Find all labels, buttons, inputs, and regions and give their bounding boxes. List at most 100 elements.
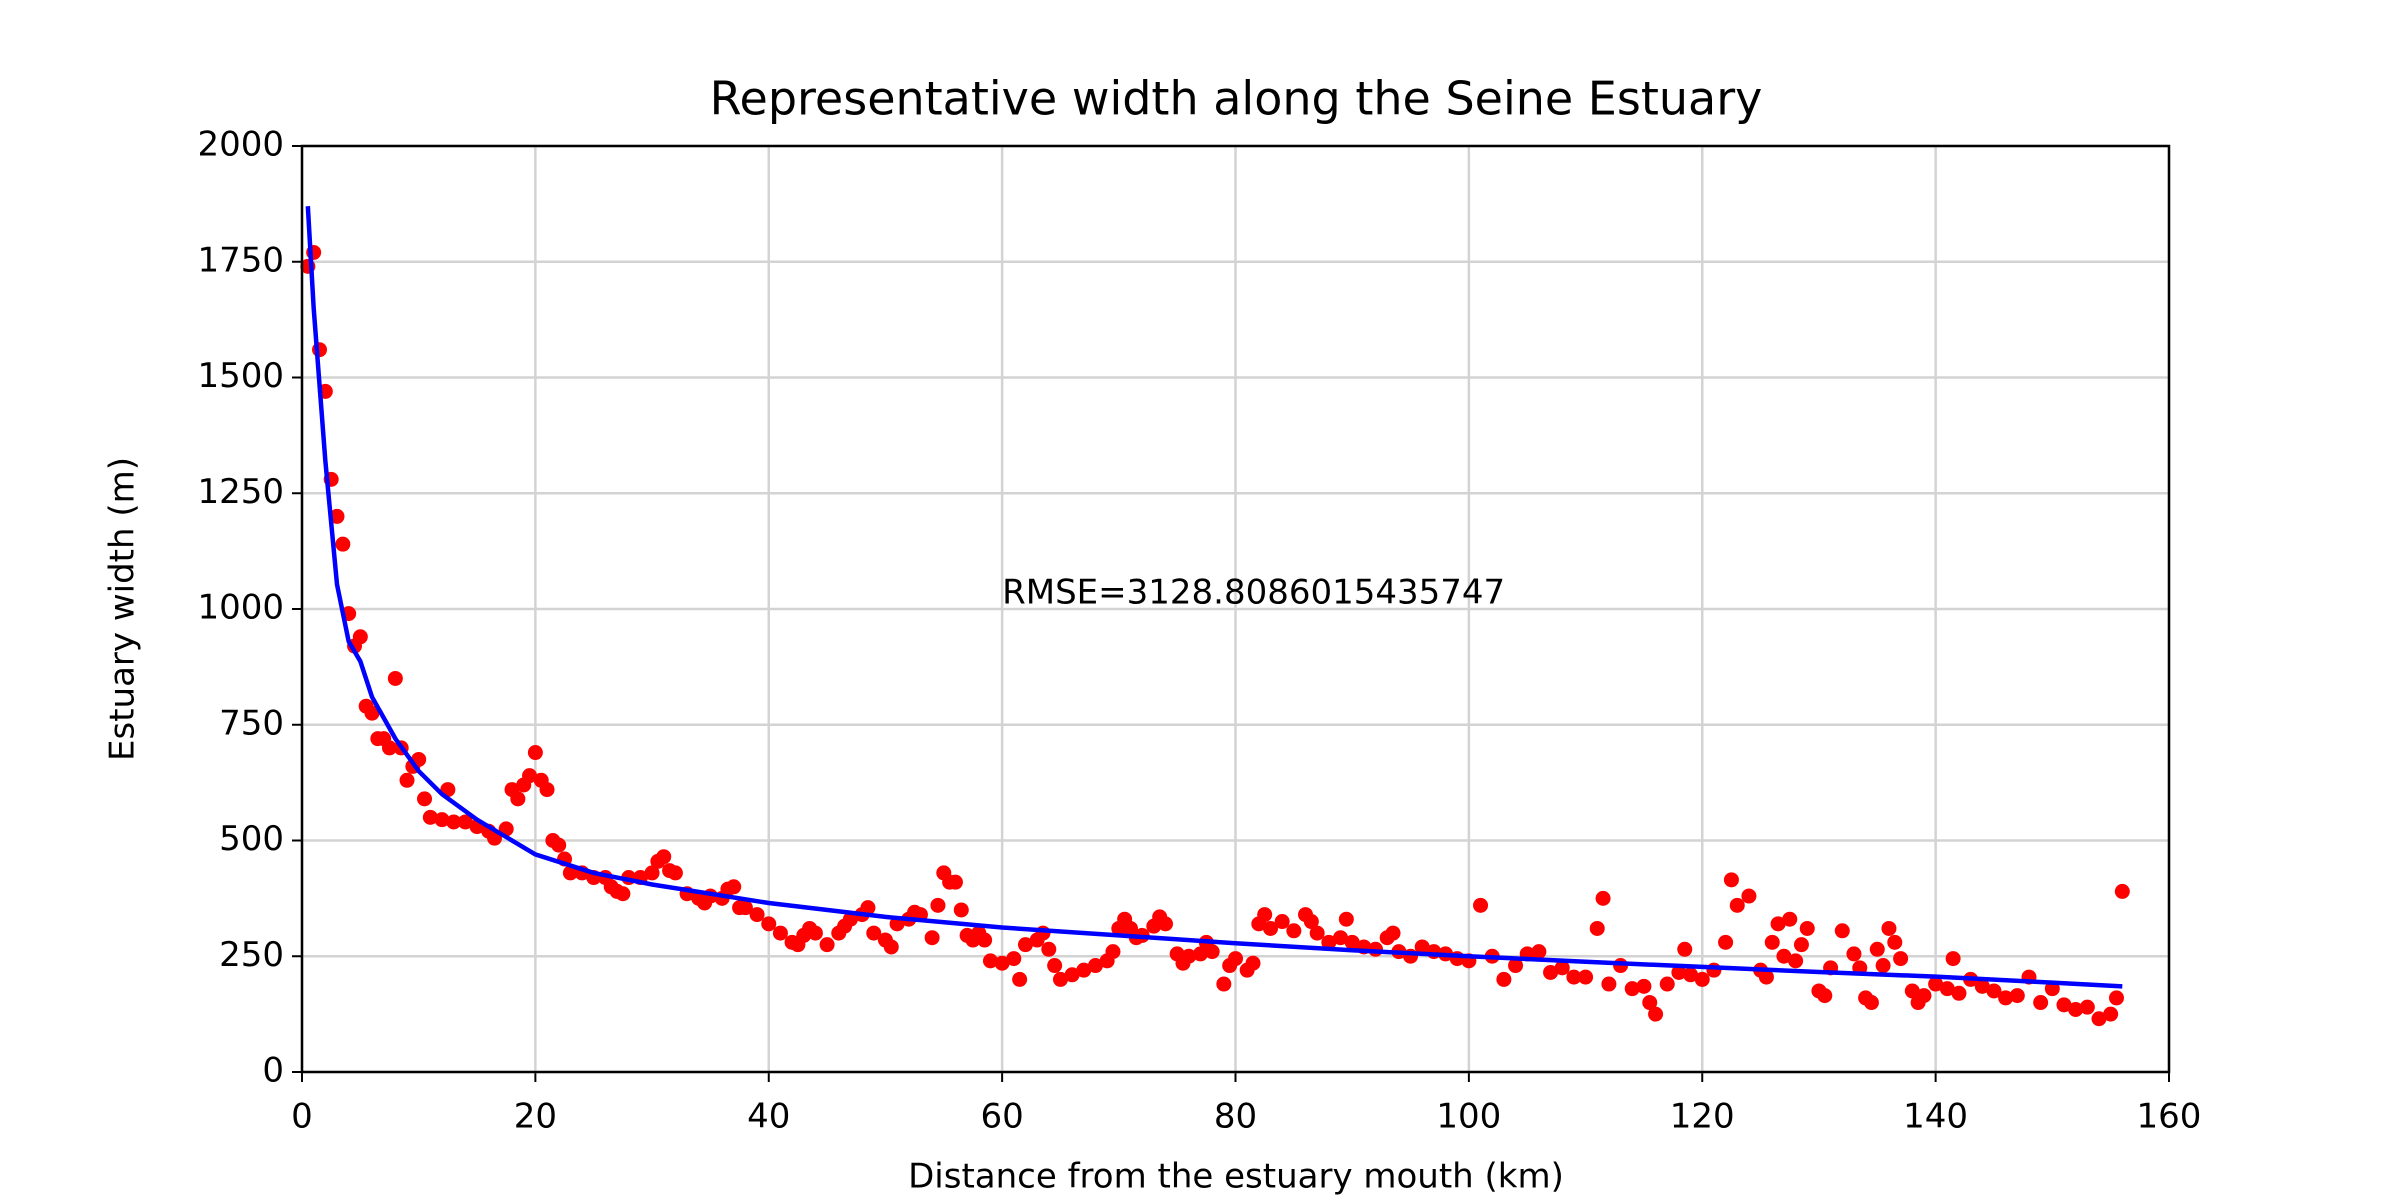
- y-tick-label: 1500: [197, 356, 284, 396]
- data-point: [2033, 995, 2049, 1011]
- data-point: [807, 925, 823, 941]
- data-point: [2091, 1011, 2107, 1027]
- data-point: [1642, 995, 1658, 1011]
- data-point: [399, 772, 415, 788]
- data-point: [1303, 914, 1319, 930]
- data-point: [977, 932, 993, 948]
- data-point: [656, 849, 672, 865]
- data-point: [930, 897, 946, 913]
- data-point: [539, 782, 555, 798]
- data-point: [1875, 958, 1891, 974]
- data-point: [1064, 967, 1080, 983]
- data-point: [1344, 934, 1360, 950]
- x-tick-label: 0: [291, 1097, 313, 1137]
- data-point: [1951, 985, 1967, 1001]
- data-point: [1052, 971, 1068, 987]
- data-point: [1928, 976, 1944, 992]
- data-point: [1257, 907, 1273, 923]
- data-point: [1017, 937, 1033, 953]
- data-point: [1648, 1006, 1664, 1022]
- chart-title: Representative width along the Seine Est…: [710, 72, 1763, 126]
- data-point: [1338, 911, 1354, 927]
- data-point: [422, 809, 438, 825]
- data-point: [434, 812, 450, 828]
- data-point: [1496, 971, 1512, 987]
- data-point: [1694, 971, 1710, 987]
- data-point: [615, 886, 631, 902]
- data-point: [924, 930, 940, 946]
- data-point: [1782, 911, 1798, 927]
- data-point: [2068, 1001, 2084, 1017]
- data-point: [551, 837, 567, 853]
- data-point: [1741, 888, 1757, 904]
- data-point: [1589, 920, 1605, 936]
- data-point: [1087, 958, 1103, 974]
- data-point: [1706, 962, 1722, 978]
- data-point: [947, 874, 963, 890]
- data-point: [1601, 976, 1617, 992]
- x-axis-label: Distance from the estuary mouth (km): [908, 1157, 1564, 1197]
- data-point: [1916, 988, 1932, 1004]
- data-point: [1974, 978, 1990, 994]
- data-point: [364, 705, 380, 721]
- data-point: [2114, 883, 2130, 899]
- data-point: [522, 768, 538, 784]
- data-point: [1508, 958, 1524, 974]
- data-point: [749, 907, 765, 923]
- data-point: [1309, 925, 1325, 941]
- y-tick-label: 750: [219, 703, 284, 743]
- data-point: [1105, 944, 1121, 960]
- data-point: [1939, 981, 1955, 997]
- data-point: [510, 791, 526, 807]
- y-tick-label: 1750: [197, 240, 284, 280]
- data-point: [726, 879, 742, 895]
- data-point: [1041, 941, 1057, 957]
- data-point: [1863, 995, 1879, 1011]
- data-point: [1333, 930, 1349, 946]
- data-point: [982, 953, 998, 969]
- data-point: [1986, 983, 2002, 999]
- data-point: [1636, 978, 1652, 994]
- y-axis-label: Estuary width (m): [103, 457, 143, 761]
- data-point: [1998, 990, 2014, 1006]
- x-tick-label: 60: [980, 1097, 1023, 1137]
- data-point: [1677, 941, 1693, 957]
- fit-line: [305, 206, 2123, 989]
- data-point: [1817, 988, 1833, 1004]
- plot-frame: [300, 144, 2171, 1074]
- data-point: [1157, 916, 1173, 932]
- data-point: [1846, 946, 1862, 962]
- y-tick-label: 500: [219, 819, 284, 859]
- data-point: [2056, 997, 2072, 1013]
- data-point: [1793, 937, 1809, 953]
- x-tick-label: 20: [514, 1097, 557, 1137]
- data-point: [1624, 981, 1640, 997]
- x-tick-label: 40: [747, 1097, 790, 1137]
- data-point: [1274, 914, 1290, 930]
- data-point: [1321, 934, 1337, 950]
- data-point: [2009, 988, 2025, 1004]
- data-point: [842, 911, 858, 927]
- data-point: [1881, 920, 1897, 936]
- data-point: [1286, 923, 1302, 939]
- data-point: [1385, 925, 1401, 941]
- data-point: [1671, 964, 1687, 980]
- data-point: [860, 900, 876, 916]
- y-tick-label: 2000: [197, 125, 284, 165]
- data-point: [1006, 951, 1022, 967]
- data-point: [1776, 948, 1792, 964]
- data-point: [1578, 969, 1594, 985]
- data-point: [2103, 1006, 2119, 1022]
- y-tick-label: 1000: [197, 588, 284, 628]
- data-point: [329, 508, 345, 524]
- data-point: [1566, 969, 1582, 985]
- data-point: [953, 902, 969, 918]
- data-point: [1764, 934, 1780, 950]
- data-point: [1834, 923, 1850, 939]
- data-point: [387, 670, 403, 686]
- data-point: [1263, 920, 1279, 936]
- x-tick-label: 140: [1903, 1097, 1968, 1137]
- data-point: [1204, 944, 1220, 960]
- data-point: [772, 925, 788, 941]
